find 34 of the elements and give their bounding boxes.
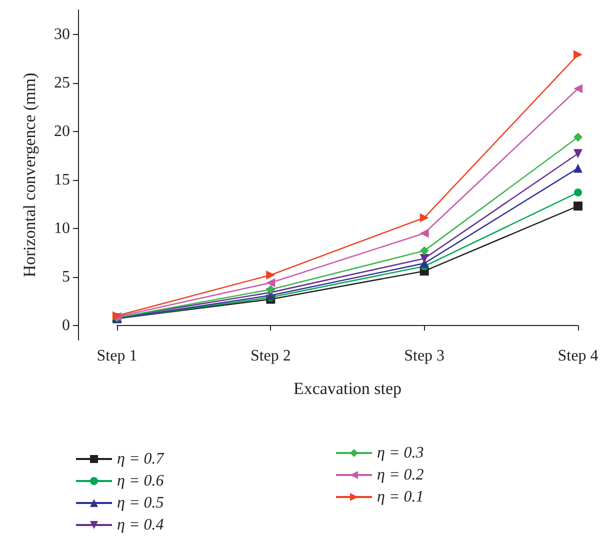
legend-label: η = 0.1 xyxy=(377,488,424,506)
x-tick-label: Step 4 xyxy=(558,348,598,364)
point xyxy=(574,202,582,211)
y-tick-label: 0 xyxy=(62,316,70,334)
point xyxy=(266,278,276,288)
point xyxy=(420,254,429,263)
y-tick-label: 15 xyxy=(54,171,70,188)
x-axis-title: Excavation step xyxy=(293,379,402,398)
legend-label: η = 0.6 xyxy=(117,472,164,490)
legend-label: η = 0.4 xyxy=(117,516,164,534)
legend-label: η = 0.7 xyxy=(117,450,165,468)
point xyxy=(420,213,429,222)
x-tick-label: Step 2 xyxy=(250,348,291,364)
point xyxy=(420,228,429,238)
point xyxy=(420,246,429,256)
legend-label: η = 0.5 xyxy=(117,494,164,512)
x-tick-label: Step 1 xyxy=(96,348,138,364)
legend-label: η = 0.3 xyxy=(377,444,424,462)
legend-label: η = 0.2 xyxy=(377,466,424,484)
point xyxy=(574,188,582,196)
y-axis-title: Horizontal convergence (mm) xyxy=(20,72,39,278)
y-tick-label: 20 xyxy=(54,122,70,140)
point xyxy=(574,50,582,60)
point xyxy=(574,149,582,158)
point xyxy=(574,132,582,142)
point xyxy=(574,164,582,173)
y-tick-label: 25 xyxy=(54,74,70,92)
point xyxy=(574,84,582,94)
point xyxy=(266,285,276,294)
y-tick-label: 5 xyxy=(62,268,70,286)
y-tick-label: 30 xyxy=(54,26,70,43)
point xyxy=(266,270,276,280)
y-tick-label: 10 xyxy=(54,220,70,237)
x-tick-label: Step 3 xyxy=(404,348,445,364)
